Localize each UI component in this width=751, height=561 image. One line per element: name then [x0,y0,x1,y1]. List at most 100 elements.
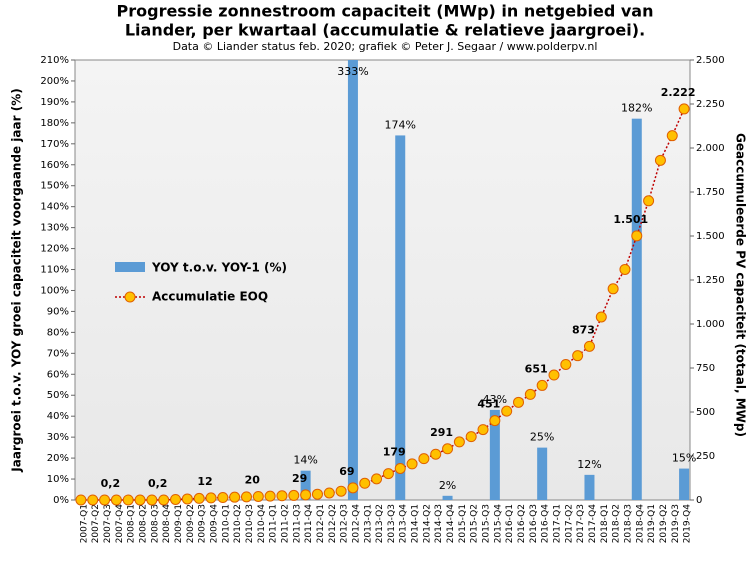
y-tick-label: 60% [47,369,69,380]
x-tick-label: 2009-Q2 [186,504,196,543]
x-tick-label: 2016-Q1 [505,504,515,543]
x-tick-label: 2018-Q2 [612,504,622,543]
x-tick-label: 2017-Q4 [588,504,598,544]
bar-label: 174% [385,118,416,131]
x-tick-label: 2008-Q3 [150,504,160,543]
line-marker [229,491,241,503]
line-marker [382,468,394,480]
line-marker [75,494,87,506]
x-tick-label: 2010-Q1 [221,504,231,543]
bar-label: 15% [672,452,696,465]
line-marker [453,436,465,448]
x-tick-label: 2011-Q2 [280,504,290,543]
line-marker [359,477,371,489]
line-marker [146,494,158,506]
y2-tick-label: 1.500 [696,231,725,242]
line-marker [643,195,655,207]
x-tick-label: 2007-Q2 [91,504,101,543]
line-marker [264,490,276,502]
y-tick-label: 190% [40,97,69,108]
line-label: 12 [197,475,212,488]
y-tick-label: 110% [40,265,69,276]
bar [679,468,690,500]
bar-label: 182% [621,102,652,115]
line-marker [240,491,252,503]
x-tick-label: 2014-Q3 [434,504,444,543]
line-marker [442,443,454,455]
line-marker [288,489,300,501]
line-marker [501,405,513,417]
line-marker [394,462,406,474]
y2-axis-label: Geaccumuleerde PV capaciteit (totaal, MW… [734,133,748,437]
y-tick-label: 180% [40,118,69,129]
bar [300,470,311,500]
x-tick-label: 2014-Q2 [422,504,432,543]
x-tick-label: 2015-Q2 [470,504,480,543]
line-marker [489,415,501,427]
x-tick-label: 2009-Q4 [210,504,220,544]
x-tick-label: 2018-Q3 [623,504,633,543]
line-marker [465,431,477,443]
x-tick-label: 2012-Q1 [316,504,326,543]
y2-tick-label: 2.500 [696,55,725,66]
legend-label: Accumulatie EOQ [152,290,268,304]
y-tick-label: 90% [47,306,69,317]
line-marker [311,488,323,500]
x-tick-label: 2010-Q2 [233,504,243,543]
line-marker [524,388,536,400]
line-label: 291 [430,426,453,439]
y-tick-label: 30% [47,432,69,443]
legend-label: YOY t.o.v. YOY-1 (%) [151,261,287,275]
bar-label: 2% [439,479,456,492]
y-tick-label: 70% [47,348,69,359]
line-marker [181,493,193,505]
line-label: 20 [245,473,261,486]
y-tick-label: 120% [40,244,69,255]
y2-tick-label: 1.000 [696,319,725,330]
line-label: 873 [572,323,595,336]
line-marker [170,493,182,505]
line [80,108,685,501]
y2-tick-label: 500 [696,407,715,418]
x-tick-label: 2015-Q1 [458,504,468,543]
line-label: 2.222 [661,86,696,99]
line-marker [110,494,122,506]
x-tick-label: 2012-Q2 [328,504,338,543]
line-marker [406,458,418,470]
bar-label: 25% [530,431,554,444]
y-tick-label: 100% [40,285,69,296]
line-marker [572,350,584,362]
x-tick-label: 2018-Q4 [635,504,645,544]
x-tick-label: 2017-Q1 [552,504,562,543]
y2-tick-label: 1.750 [696,187,725,198]
plot-area [74,59,691,501]
y-tick-label: 200% [40,76,69,87]
x-tick-label: 2011-Q1 [269,504,279,543]
line-marker [217,492,229,504]
line-marker [87,494,99,506]
bar-label: 12% [577,458,601,471]
x-tick-label: 2013-Q2 [375,504,385,543]
x-tick-label: 2019-Q2 [659,504,669,543]
x-tick-label: 2009-Q1 [174,504,184,543]
x-tick-label: 2009-Q3 [198,504,208,543]
x-tick-label: 2011-Q4 [304,504,314,544]
line-marker [418,453,430,465]
x-tick-label: 2012-Q3 [340,504,350,543]
x-tick-label: 2012-Q4 [351,504,361,544]
line-marker [371,473,383,485]
subtitle: Data © Liander status feb. 2020; grafiek… [173,40,598,53]
line-marker [252,490,264,502]
y2-tick-label: 2.250 [696,99,725,110]
y2-tick-label: 1.250 [696,275,725,286]
y2-tick-label: 750 [696,363,715,374]
line-marker [560,358,572,370]
x-tick-label: 2013-Q3 [387,504,397,543]
x-tick-label: 2014-Q1 [411,504,421,543]
x-tick-label: 2015-Q3 [482,504,492,543]
x-tick-label: 2016-Q4 [541,504,551,544]
line-marker [583,340,595,352]
line-marker [666,130,678,142]
x-tick-label: 2007-Q4 [115,504,125,544]
line-label: 1.501 [613,213,648,226]
